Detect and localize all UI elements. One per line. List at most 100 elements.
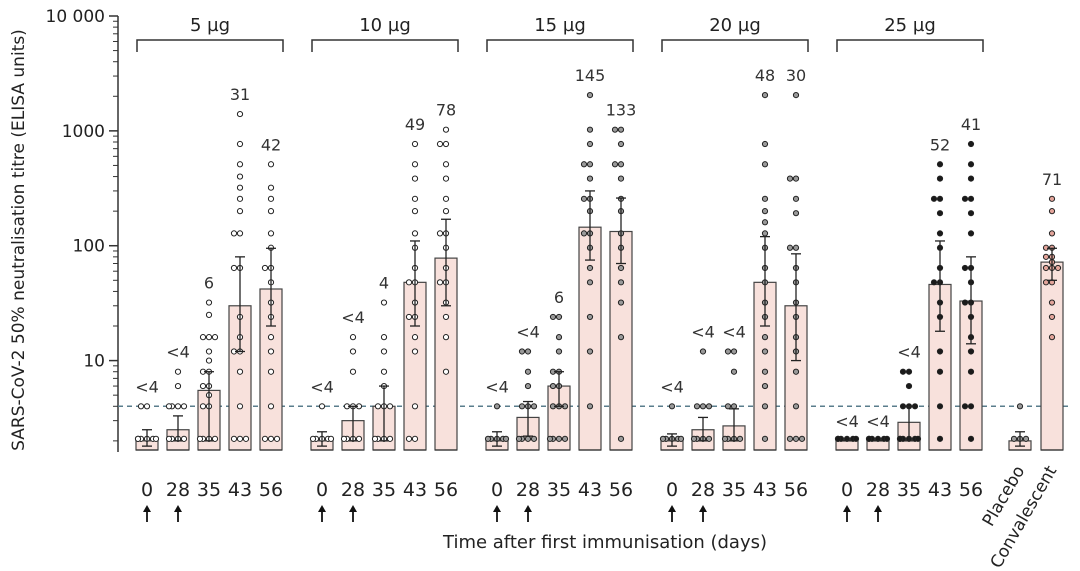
data-point bbox=[386, 435, 394, 442]
data-point bbox=[930, 195, 938, 202]
data-point bbox=[236, 161, 244, 168]
data-point bbox=[236, 368, 244, 375]
data-point bbox=[380, 299, 388, 306]
x-tick-label: 43 bbox=[228, 479, 252, 501]
data-point bbox=[236, 403, 244, 410]
data-point bbox=[405, 279, 413, 286]
x-tick-label: 35 bbox=[722, 479, 746, 501]
data-point bbox=[1042, 253, 1050, 260]
data-point bbox=[205, 334, 213, 341]
data-point bbox=[1016, 403, 1024, 410]
data-point bbox=[967, 348, 975, 355]
data-label: <4 bbox=[135, 377, 159, 396]
data-label: 145 bbox=[575, 66, 606, 85]
data-point bbox=[267, 230, 275, 237]
data-point bbox=[1042, 279, 1050, 286]
data-point bbox=[930, 279, 938, 286]
data-point bbox=[524, 435, 532, 442]
data-point bbox=[961, 264, 969, 272]
data-point bbox=[273, 435, 281, 442]
group-bracket bbox=[836, 39, 984, 52]
immunisation-arrowhead bbox=[349, 505, 357, 512]
data-point bbox=[380, 368, 388, 375]
data-point bbox=[137, 403, 145, 410]
data-point bbox=[792, 210, 800, 217]
data-point bbox=[180, 435, 188, 442]
data-point bbox=[518, 348, 526, 355]
data-point bbox=[896, 435, 904, 442]
data-point bbox=[690, 435, 698, 442]
data-point bbox=[967, 140, 975, 148]
data-point bbox=[724, 348, 732, 355]
data-point bbox=[961, 195, 969, 202]
data-point bbox=[199, 403, 207, 410]
x-tick-label: 56 bbox=[434, 479, 458, 501]
bar bbox=[609, 230, 633, 451]
immunisation-arrowhead bbox=[874, 505, 882, 512]
data-point bbox=[555, 313, 563, 321]
data-point bbox=[699, 403, 707, 410]
data-label: 78 bbox=[436, 101, 456, 120]
y-tick-label: 1000 bbox=[62, 122, 105, 142]
data-point bbox=[236, 230, 244, 237]
data-point bbox=[677, 435, 685, 442]
data-point bbox=[196, 435, 204, 442]
data-point bbox=[786, 435, 794, 442]
data-point bbox=[786, 175, 794, 182]
data-point bbox=[761, 435, 769, 442]
bar bbox=[835, 440, 859, 451]
x-tick-label: 56 bbox=[959, 479, 983, 501]
data-point bbox=[586, 140, 594, 148]
data-point bbox=[617, 140, 625, 148]
x-tick-label: 43 bbox=[928, 479, 952, 501]
data-point bbox=[524, 382, 532, 390]
x-tick-label: 56 bbox=[784, 479, 808, 501]
data-point bbox=[349, 334, 357, 341]
data-point bbox=[549, 313, 557, 321]
data-point bbox=[761, 230, 769, 237]
data-point bbox=[1048, 230, 1056, 237]
data-point bbox=[555, 334, 563, 341]
data-point bbox=[236, 140, 244, 148]
data-point bbox=[914, 435, 922, 442]
data-point bbox=[180, 403, 188, 410]
data-point bbox=[1048, 313, 1056, 321]
y-tick-label: 10 bbox=[83, 352, 105, 372]
data-point bbox=[936, 403, 944, 410]
plot-area: 10 100 1000 10 000 5 µg <4 0 <4 28 6 35 31 43 42 56 10 … bbox=[46, 7, 1072, 571]
data-point bbox=[936, 161, 944, 168]
data-point bbox=[442, 175, 450, 182]
data-point bbox=[411, 140, 419, 148]
data-point bbox=[165, 435, 173, 442]
data-point bbox=[967, 435, 975, 442]
data-point bbox=[761, 403, 769, 410]
data-point bbox=[699, 348, 707, 355]
data-point bbox=[730, 403, 738, 410]
data-point bbox=[936, 195, 944, 202]
group-bracket bbox=[661, 39, 809, 52]
data-point bbox=[561, 435, 569, 442]
data-point bbox=[205, 299, 213, 306]
data-point bbox=[411, 195, 419, 202]
data-point bbox=[721, 435, 729, 442]
data-point bbox=[936, 210, 944, 217]
data-point bbox=[267, 368, 275, 375]
data-point bbox=[1048, 299, 1056, 306]
data-point bbox=[905, 368, 913, 375]
data-point bbox=[617, 175, 625, 182]
data-point bbox=[199, 382, 207, 390]
data-point bbox=[967, 403, 975, 410]
data-label: <4 bbox=[341, 308, 365, 327]
data-point bbox=[617, 161, 625, 168]
data-point bbox=[405, 435, 413, 442]
data-point bbox=[617, 299, 625, 306]
data-point bbox=[442, 161, 450, 168]
group-label: 5 µg bbox=[190, 15, 230, 36]
data-point bbox=[442, 126, 450, 133]
data-point bbox=[442, 140, 450, 148]
data-point bbox=[371, 435, 379, 442]
data-point bbox=[205, 357, 213, 364]
data-point bbox=[174, 368, 182, 375]
data-point bbox=[586, 175, 594, 182]
data-point bbox=[349, 368, 357, 375]
